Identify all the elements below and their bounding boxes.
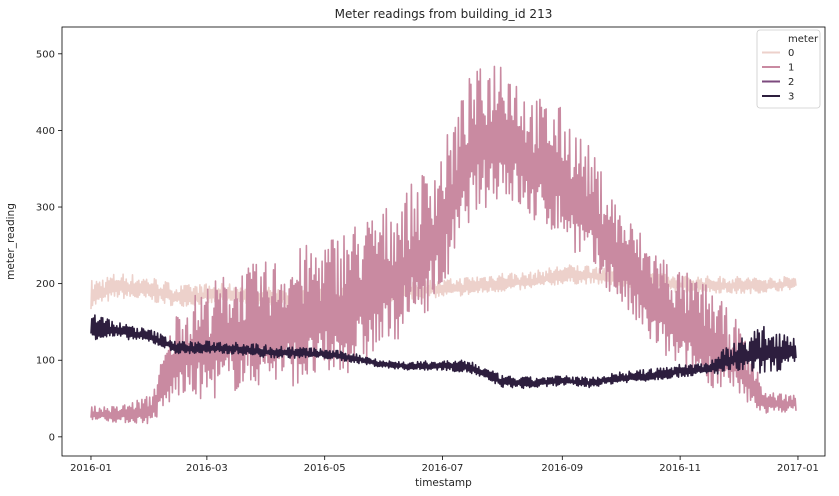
y-tick-label: 200 <box>36 279 55 290</box>
x-tick-label: 2016-03 <box>186 463 228 474</box>
y-axis-title: meter_reading <box>5 203 17 280</box>
legend: meter 0 1 2 3 <box>756 29 821 109</box>
x-tick-label: 2016-07 <box>422 463 464 474</box>
x-axis-title: timestamp <box>415 477 472 489</box>
y-tick-label: 500 <box>36 49 55 60</box>
y-axis: 0 100 200 300 400 500 <box>36 49 62 443</box>
legend-title: meter <box>788 34 819 45</box>
y-tick-label: 400 <box>36 126 55 137</box>
x-tick-label: 2017-01 <box>777 463 819 474</box>
plot-frame <box>61 26 826 457</box>
series-line-1 <box>90 65 797 425</box>
chart-title: Meter readings from building_id 213 <box>335 7 553 21</box>
x-tick-label: 2016-09 <box>541 463 583 474</box>
legend-box <box>756 29 821 109</box>
x-axis: 2016-01 2016-03 2016-05 2016-07 2016-09 2016-… <box>70 456 819 474</box>
x-tick-label: 2016-05 <box>304 463 346 474</box>
series-layer <box>90 65 797 425</box>
legend-label-1: 1 <box>788 63 794 74</box>
x-tick-label: 2016-11 <box>659 463 701 474</box>
x-tick-label: 2016-01 <box>70 463 112 474</box>
y-tick-label: 0 <box>49 432 55 443</box>
legend-label-0: 0 <box>788 48 794 59</box>
series-line-3 <box>90 314 797 390</box>
y-tick-label: 100 <box>36 356 55 367</box>
legend-label-2: 2 <box>788 77 794 88</box>
legend-label-3: 3 <box>788 92 794 103</box>
y-tick-label: 300 <box>36 203 55 214</box>
